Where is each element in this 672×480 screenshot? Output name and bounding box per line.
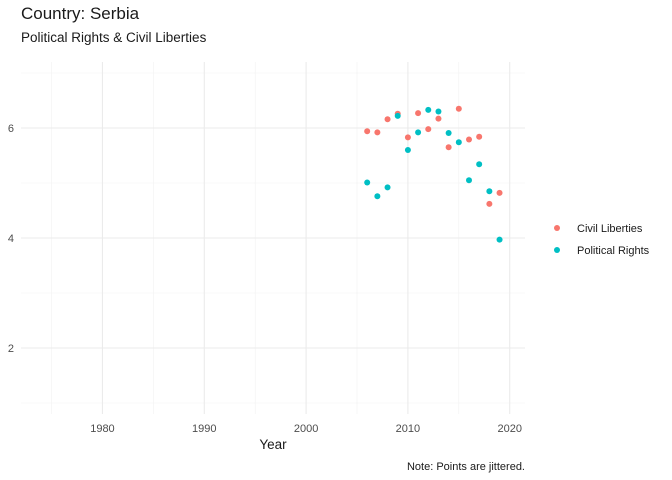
x-tick-label: 2010 (396, 423, 420, 435)
data-point (496, 189, 503, 196)
data-point (425, 126, 432, 133)
data-point (455, 139, 462, 146)
data-point (364, 128, 371, 135)
x-axis-ticks: 1980 1990 2000 2010 2020 (90, 423, 522, 435)
data-point (445, 129, 452, 136)
x-tick-label: 2020 (497, 423, 521, 435)
data-point (374, 193, 381, 200)
y-tick-label: 4 (8, 233, 14, 245)
data-point (415, 129, 422, 136)
chart-caption: Note: Points are jittered. (407, 461, 525, 473)
x-tick-label: 1980 (90, 423, 114, 435)
data-point (455, 105, 462, 112)
data-points (364, 105, 503, 243)
x-tick-label: 1990 (192, 423, 216, 435)
data-point (486, 188, 493, 195)
legend-key (554, 247, 560, 253)
y-tick-label: 6 (8, 123, 14, 135)
data-point (384, 116, 391, 123)
data-point (486, 200, 493, 207)
chart-subtitle: Political Rights & Civil Liberties (21, 30, 207, 45)
data-point (415, 110, 422, 117)
legend: Civil Liberties Political Rights (554, 223, 650, 257)
data-point (476, 133, 483, 140)
x-axis-label: Year (259, 437, 287, 452)
data-point (425, 106, 432, 113)
chart-title: Country: Serbia (21, 4, 140, 23)
data-point (364, 179, 371, 186)
x-tick-label: 2000 (294, 423, 318, 435)
data-point (435, 115, 442, 122)
data-point (404, 134, 411, 141)
data-point (466, 136, 472, 143)
data-point (445, 144, 452, 151)
y-tick-label: 2 (8, 343, 14, 355)
legend-label: Civil Liberties (577, 223, 643, 235)
data-point (435, 108, 442, 115)
y-axis-ticks: 2 4 6 (8, 123, 14, 355)
data-point (476, 161, 483, 168)
data-point (404, 147, 411, 153)
data-point (394, 112, 401, 119)
data-point (384, 184, 391, 191)
data-point (466, 177, 472, 184)
legend-key (554, 225, 560, 231)
data-point (374, 129, 381, 136)
data-point (496, 236, 503, 243)
legend-label: Political Rights (577, 245, 650, 257)
grid (21, 62, 525, 414)
